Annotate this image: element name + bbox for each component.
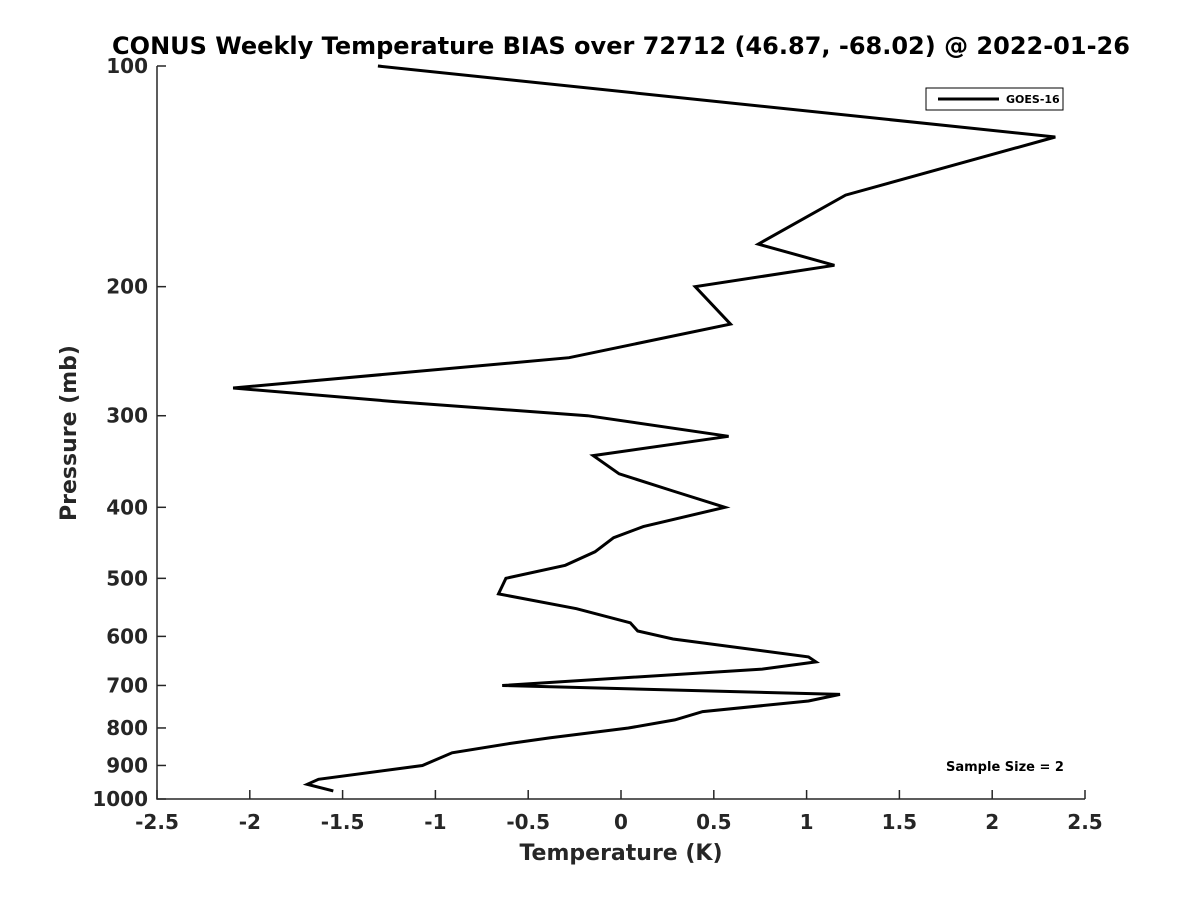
x-tick-label: 2.5 <box>1067 810 1102 834</box>
y-tick-label: 100 <box>106 54 148 78</box>
y-tick-label: 800 <box>106 716 148 740</box>
x-tick-label: -2.5 <box>135 810 179 834</box>
x-tick-label: 0.5 <box>696 810 731 834</box>
chart-title: CONUS Weekly Temperature BIAS over 72712… <box>112 32 1130 60</box>
y-tick-label: 500 <box>106 566 148 590</box>
series-layer <box>232 64 1056 793</box>
x-tick-label: -1 <box>424 810 446 834</box>
sample-size-annotation: Sample Size = 2 <box>946 760 1064 775</box>
y-tick-label: 300 <box>106 404 148 428</box>
x-tick-label: -1.5 <box>321 810 365 834</box>
legend-label: GOES-16 <box>1006 93 1060 106</box>
y-tick-label: 400 <box>106 495 148 519</box>
y-tick-label: 200 <box>106 275 148 299</box>
x-tick-label: -0.5 <box>506 810 550 834</box>
x-tick-label: -2 <box>239 810 261 834</box>
y-tick-label: 1000 <box>92 787 148 811</box>
series-line-goes-16 <box>232 64 1056 793</box>
x-tick-label: 1.5 <box>882 810 917 834</box>
x-axis-ticks: -2.5 -2 -1.5 -1 -0.5 0 0.5 1 1.5 2 2.5 <box>135 790 1103 834</box>
x-tick-label: 0 <box>614 810 628 834</box>
y-tick-label: 900 <box>106 753 148 777</box>
x-tick-label: 1 <box>800 810 814 834</box>
y-tick-label: 700 <box>106 673 148 697</box>
y-axis-ticks: 100 200 300 400 500 600 700 800 900 1000 <box>92 54 166 811</box>
legend: GOES-16 <box>925 87 1064 111</box>
y-axis-label: Pressure (mb) <box>57 345 82 521</box>
x-tick-label: 2 <box>985 810 999 834</box>
y-tick-label: 600 <box>106 624 148 648</box>
axes-frame <box>156 66 1085 800</box>
x-axis-label: Temperature (K) <box>519 841 722 866</box>
